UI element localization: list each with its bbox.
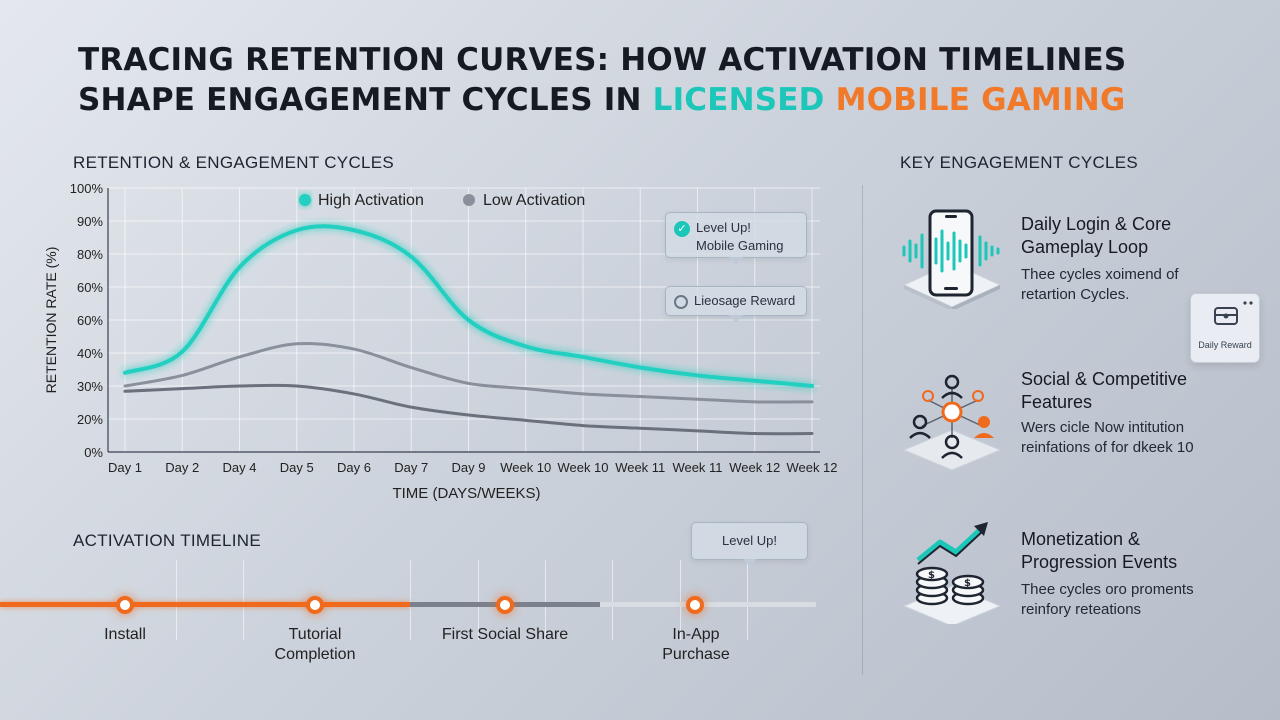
timeline-section-label: ACTIVATION TIMELINE xyxy=(73,531,262,550)
x-axis-ticks: Day 1 Day 2 Day 4 Day 5 Day 6 Day 7 Day 9 Week … xyxy=(108,460,838,475)
legend-high-label: High Activation xyxy=(318,192,424,209)
timeline-gridline xyxy=(612,560,613,640)
reward-callout: Lieosage Reward xyxy=(665,286,807,323)
reward-chest-icon xyxy=(1214,301,1253,325)
timeline-gridline xyxy=(747,560,748,640)
cycle-2-description: Wers cicle Now intitution reinfations of … xyxy=(1021,419,1194,456)
cycle-1-title: Daily Login & Core Gameplay Loop xyxy=(1021,214,1172,257)
y-tick-label: 90% xyxy=(77,214,103,229)
retention-section-label: RETENTION & ENGAGEMENT CYCLES xyxy=(73,153,395,172)
svg-text:$: $ xyxy=(928,570,935,581)
cycle-3-title: Monetization & Progression Events xyxy=(1021,529,1178,572)
x-tick-label: Week 10 xyxy=(500,460,551,475)
timeline-gridline xyxy=(176,560,177,640)
timeline-gridline xyxy=(680,560,681,640)
key-cycles-section-label: KEY ENGAGEMENT CYCLES xyxy=(900,153,1139,172)
timeline-progress-segment xyxy=(0,602,410,607)
timeline-label-purchase: In-App Purchase xyxy=(662,626,730,663)
timeline-node-tutorial xyxy=(306,596,324,614)
y-tick-label: 20% xyxy=(77,412,103,427)
timeline-node-social-share xyxy=(496,596,514,614)
x-tick-label: Day 9 xyxy=(452,460,486,475)
chart-series xyxy=(123,224,814,436)
title-line-1: TRACING RETENTION CURVES: HOW ACTIVATION… xyxy=(78,42,1127,78)
check-icon: ✓ xyxy=(674,220,690,237)
title-line-2-prefix: SHAPE ENGAGEMENT CYCLES IN xyxy=(78,82,653,118)
network-icon xyxy=(902,374,1002,471)
x-tick-label: Week 10 xyxy=(557,460,608,475)
series-high-activation-line xyxy=(123,224,814,388)
x-tick-label: Week 11 xyxy=(672,460,722,475)
y-tick-label: 60% xyxy=(77,313,103,328)
timeline-level-up-callout: Level Up! xyxy=(691,522,808,567)
legend-low-label: Low Activation xyxy=(483,192,585,209)
series-low-activation-line xyxy=(123,341,814,404)
x-axis-label: TIME (DAYS/WEEKS) xyxy=(392,485,540,502)
legend-low-marker xyxy=(463,194,475,206)
y-tick-label: 40% xyxy=(77,346,103,361)
x-tick-label: Day 2 xyxy=(165,460,199,475)
timeline-gridline xyxy=(243,560,244,640)
coins-arrow-icon: $ $ xyxy=(902,522,1002,624)
timeline-gridline xyxy=(545,560,546,640)
y-axis-ticks: 0% 20% 30% 40% 60% 60% 80% 90% 100% xyxy=(70,181,104,460)
level-up-callout-line2: Mobile Gaming xyxy=(696,237,784,253)
timeline-label-social-share: First Social Share xyxy=(441,626,569,643)
x-tick-label: Day 5 xyxy=(280,460,314,475)
timeline-node-purchase xyxy=(686,596,704,614)
chart-grid xyxy=(107,187,820,453)
x-tick-label: Day 1 xyxy=(108,460,142,475)
x-tick-label: Week 12 xyxy=(786,460,837,475)
y-tick-label: 80% xyxy=(77,247,103,262)
timeline-gridline xyxy=(410,560,411,640)
chart-legend: High Activation Low Activation xyxy=(299,192,585,209)
series-baseline-line xyxy=(123,383,814,436)
timeline-gridline xyxy=(478,560,479,640)
level-up-callout-line1: Level Up! xyxy=(696,220,751,235)
timeline-node-install xyxy=(116,596,134,614)
title-highlight-orange: MOBILE GAMING xyxy=(835,82,1126,118)
timeline-label-install: Install xyxy=(104,626,146,643)
reward-callout-text: Lieosage Reward xyxy=(694,293,796,308)
cycle-2-title: Social & Competitive Features xyxy=(1021,369,1188,412)
svg-text:$: $ xyxy=(964,578,971,589)
reward-icon xyxy=(674,294,688,309)
y-axis-label: RETENTION RATE (%) xyxy=(43,247,59,394)
y-tick-label: 30% xyxy=(77,379,103,394)
panel-divider xyxy=(862,185,863,675)
page-title: TRACING RETENTION CURVES: HOW ACTIVATION… xyxy=(78,40,1218,120)
x-tick-label: Day 4 xyxy=(223,460,257,475)
cycle-3-description: Thee cycles oro proments reinfory reteati… xyxy=(1021,581,1194,618)
phone-icon xyxy=(902,209,1002,309)
y-tick-label: 60% xyxy=(77,280,103,295)
daily-reward-label: Daily Reward xyxy=(1198,340,1252,350)
x-tick-label: Week 12 xyxy=(729,460,780,475)
x-tick-label: Day 7 xyxy=(394,460,428,475)
timeline-label-tutorial: Tutorial Completion xyxy=(274,626,356,663)
timeline-callout-text: Level Up! xyxy=(722,533,777,548)
daily-reward-card: Daily Reward xyxy=(1190,293,1260,363)
y-tick-label: 100% xyxy=(70,181,104,196)
x-tick-label: Week 11 xyxy=(615,460,665,475)
y-tick-label: 0% xyxy=(84,445,103,460)
legend-high-marker xyxy=(299,194,311,206)
cycle-1-description: Thee cycles xoimend of retartion Cycles. xyxy=(1021,266,1179,303)
title-line-2: SHAPE ENGAGEMENT CYCLES IN LICENSED MOBI… xyxy=(78,80,1218,120)
x-tick-label: Day 6 xyxy=(337,460,371,475)
retention-chart: 0%20%30%40%60%60%80%90%100% Day 1 Day 2 Da… xyxy=(43,181,838,502)
level-up-callout: ✓ Level Up! Mobile Gaming xyxy=(665,212,807,265)
title-highlight-teal: LICENSED xyxy=(652,82,825,118)
